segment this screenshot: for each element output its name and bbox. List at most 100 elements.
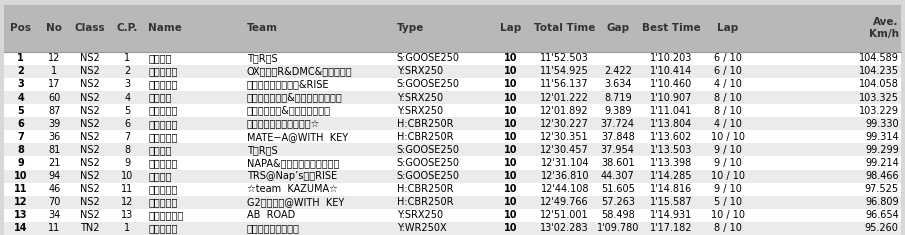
Text: 37.848: 37.848 (601, 132, 634, 142)
Text: 8 / 10: 8 / 10 (714, 223, 741, 233)
Text: 5 / 10: 5 / 10 (714, 197, 742, 207)
Bar (4, 157, 901, 169)
Text: 9: 9 (17, 158, 24, 168)
Text: 10: 10 (504, 210, 518, 220)
Text: MATE−A@WITH  KEY: MATE−A@WITH KEY (247, 132, 348, 142)
Text: 99.330: 99.330 (865, 119, 899, 129)
Bar (4, 222, 901, 235)
Bar (4, 183, 901, 196)
Text: 8: 8 (17, 145, 24, 155)
Text: 宮川　明和: 宮川 明和 (148, 79, 177, 90)
Text: S:GOOSE250: S:GOOSE250 (397, 158, 460, 168)
Text: 1'13.503: 1'13.503 (651, 145, 692, 155)
Text: 9: 9 (125, 158, 130, 168)
Text: 1: 1 (17, 53, 24, 63)
Text: 11'56.137: 11'56.137 (540, 79, 589, 90)
Text: 37.724: 37.724 (601, 119, 634, 129)
Text: ファイヤーガレージ&RISE: ファイヤーガレージ&RISE (247, 79, 329, 90)
Text: 1'13.804: 1'13.804 (651, 119, 692, 129)
Bar (4, 5, 901, 52)
Text: Total Time: Total Time (534, 23, 595, 33)
Text: タートルベーサース: タートルベーサース (247, 223, 300, 233)
Text: 10 / 10: 10 / 10 (710, 132, 745, 142)
Text: 96.654: 96.654 (865, 210, 899, 220)
Text: 4: 4 (125, 93, 130, 102)
Text: 1'10.460: 1'10.460 (651, 79, 692, 90)
Text: 稲墓モータース&アームストロング: 稲墓モータース&アームストロング (247, 93, 343, 102)
Text: 10: 10 (504, 145, 518, 155)
Bar (4, 143, 901, 157)
Text: G2スポーツ@WITH  KEY: G2スポーツ@WITH KEY (247, 197, 344, 207)
Text: 入江　晕: 入江 晕 (148, 53, 172, 63)
Text: 2: 2 (17, 66, 24, 76)
Text: 13: 13 (121, 210, 134, 220)
Text: 70: 70 (48, 197, 61, 207)
Text: Team: Team (247, 23, 278, 33)
Text: 95.260: 95.260 (865, 223, 899, 233)
Text: 12'01.892: 12'01.892 (540, 106, 589, 116)
Text: 8 / 10: 8 / 10 (714, 106, 741, 116)
Text: 10: 10 (504, 171, 518, 181)
Text: NS2: NS2 (81, 197, 100, 207)
Text: 2.422: 2.422 (604, 66, 632, 76)
Text: 12: 12 (14, 197, 27, 207)
Text: 6: 6 (125, 119, 130, 129)
Text: 12'01.222: 12'01.222 (540, 93, 589, 102)
Text: NS2: NS2 (81, 171, 100, 181)
Text: 6 / 10: 6 / 10 (714, 53, 741, 63)
Text: 10: 10 (504, 223, 518, 233)
Text: 104.058: 104.058 (859, 79, 899, 90)
Text: H:CBR250R: H:CBR250R (397, 184, 453, 194)
Bar (4, 78, 901, 91)
Text: 58.498: 58.498 (601, 210, 634, 220)
Text: 21: 21 (48, 158, 61, 168)
Text: S:GOOSE250: S:GOOSE250 (397, 145, 460, 155)
Text: 12'30.227: 12'30.227 (540, 119, 589, 129)
Text: 104.235: 104.235 (859, 66, 899, 76)
Bar (4, 209, 901, 222)
Text: NS2: NS2 (81, 184, 100, 194)
Text: 4: 4 (17, 93, 24, 102)
Text: NS2: NS2 (81, 210, 100, 220)
Text: 10: 10 (504, 93, 518, 102)
Text: タマスピード&亀田レーシング: タマスピード&亀田レーシング (247, 106, 331, 116)
Text: NS2: NS2 (81, 93, 100, 102)
Bar (4, 117, 901, 130)
Text: 9 / 10: 9 / 10 (714, 158, 741, 168)
Text: 99.314: 99.314 (865, 132, 899, 142)
Text: 1'14.931: 1'14.931 (651, 210, 692, 220)
Text: NS2: NS2 (81, 145, 100, 155)
Text: 34: 34 (48, 210, 61, 220)
Text: Gap: Gap (606, 23, 629, 33)
Text: 12'49.766: 12'49.766 (540, 197, 589, 207)
Text: 津村　竜初: 津村 竜初 (148, 158, 177, 168)
Text: NS2: NS2 (81, 66, 100, 76)
Text: 11: 11 (48, 223, 61, 233)
Text: 44.307: 44.307 (601, 171, 634, 181)
Bar (4, 52, 901, 65)
Text: NS2: NS2 (81, 53, 100, 63)
Text: 10 / 10: 10 / 10 (710, 171, 745, 181)
Text: 花塚　義孝: 花塚 義孝 (148, 106, 177, 116)
Text: 7: 7 (124, 132, 130, 142)
Text: 10: 10 (504, 132, 518, 142)
Text: 後藤　俘文: 後藤 俘文 (148, 197, 177, 207)
Text: AB  ROAD: AB ROAD (247, 210, 295, 220)
Text: 13'02.283: 13'02.283 (540, 223, 589, 233)
Text: 12'31.104: 12'31.104 (540, 158, 589, 168)
Text: 11: 11 (121, 184, 134, 194)
Text: 6: 6 (17, 119, 24, 129)
Text: S:GOOSE250: S:GOOSE250 (397, 79, 460, 90)
Text: 99.214: 99.214 (865, 158, 899, 168)
Text: 51.605: 51.605 (601, 184, 634, 194)
Text: 12'30.457: 12'30.457 (540, 145, 589, 155)
Text: 60: 60 (48, 93, 61, 102)
Text: 1: 1 (125, 223, 130, 233)
Text: 12'36.810: 12'36.810 (540, 171, 589, 181)
Text: Y:SRX250: Y:SRX250 (397, 106, 443, 116)
Text: 97.525: 97.525 (864, 184, 899, 194)
Text: NS2: NS2 (81, 79, 100, 90)
Text: Y:WR250X: Y:WR250X (397, 223, 446, 233)
Text: 12: 12 (48, 53, 61, 63)
Text: Lap: Lap (717, 23, 738, 33)
